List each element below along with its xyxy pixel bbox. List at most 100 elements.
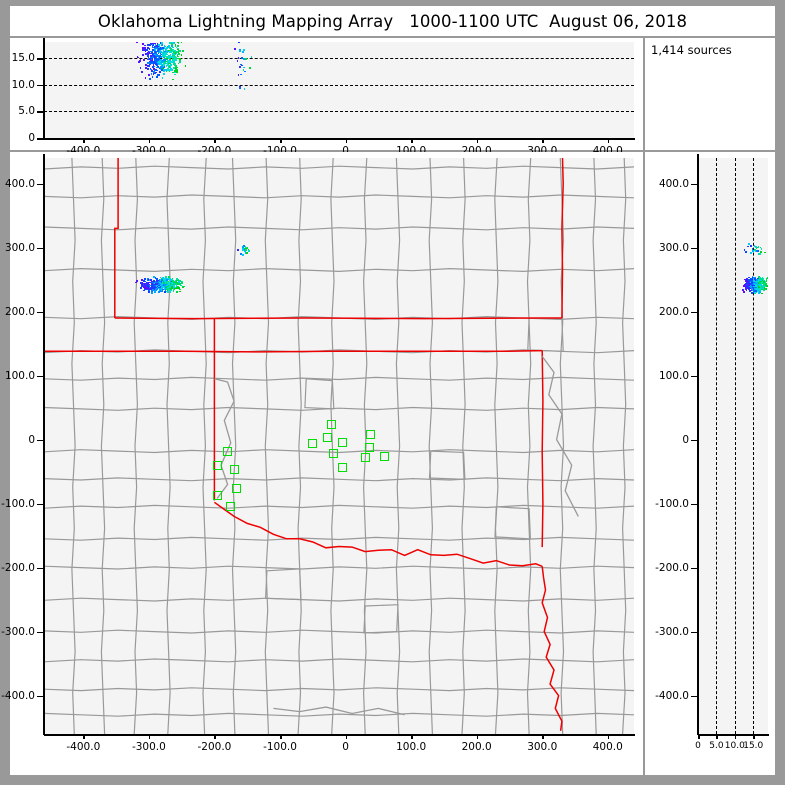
lightning-source-point: [161, 68, 164, 71]
y-axis-tick: [37, 439, 44, 442]
lightning-source-point: [153, 283, 156, 285]
lightning-source-point: [156, 286, 159, 289]
lightning-source-point: [173, 287, 176, 290]
lightning-source-point: [744, 283, 747, 286]
lightning-source-point: [759, 291, 761, 293]
lightning-source-point: [158, 61, 160, 63]
lightning-source-point: [179, 290, 181, 293]
y-axis-tick-label: -400.0: [1, 689, 35, 702]
lightning-source-point: [172, 58, 175, 61]
lightning-source-point: [140, 283, 143, 285]
lightning-source-point: [159, 56, 162, 58]
lightning-source-point: [244, 248, 246, 251]
lightning-source-point: [159, 68, 162, 71]
county-border-line: [330, 158, 335, 734]
lightning-source-point: [172, 280, 174, 282]
lightning-source-point: [153, 276, 155, 278]
lightning-source-point: [146, 65, 149, 67]
lightning-source-point: [149, 287, 152, 289]
lightning-source-point: [171, 45, 174, 48]
lightning-source-point: [760, 248, 763, 251]
lightning-source-point: [169, 291, 172, 293]
lightning-source-point: [179, 57, 181, 60]
lightning-source-point: [754, 286, 757, 289]
lightning-source-point: [173, 61, 175, 64]
lightning-source-point: [172, 58, 174, 61]
y-axis-tick: [37, 247, 44, 250]
lightning-source-point: [154, 277, 157, 280]
lightning-source-point: [156, 48, 159, 50]
lightning-source-point: [760, 285, 763, 288]
lma-station-marker: [337, 437, 347, 447]
y-axis-tick: [691, 247, 698, 250]
lightning-source-point: [757, 282, 760, 284]
lightning-source-point: [154, 50, 157, 53]
lightning-source-point: [175, 280, 178, 282]
lightning-source-point: [149, 284, 151, 287]
lightning-source-point: [243, 88, 246, 90]
lightning-source-point: [173, 50, 175, 53]
lightning-source-point: [146, 286, 149, 289]
lightning-source-point: [160, 66, 163, 69]
y-axis-tick: [691, 439, 698, 442]
lightning-source-point: [165, 276, 167, 278]
lightning-source-point: [242, 68, 245, 71]
lightning-source-point: [245, 249, 247, 252]
lightning-source-point: [240, 63, 242, 66]
x-axis-tick: [542, 734, 544, 739]
lightning-source-point: [148, 283, 150, 286]
lightning-source-point: [164, 277, 167, 280]
lightning-source-point: [144, 288, 146, 291]
lightning-source-point: [154, 71, 157, 74]
lightning-source-point: [166, 45, 169, 48]
x-axis-tick: [280, 138, 282, 143]
lightning-source-point: [236, 59, 239, 62]
county-border-line: [428, 158, 434, 734]
lightning-source-point: [151, 69, 154, 72]
lightning-source-point: [174, 70, 176, 73]
lightning-source-point: [167, 278, 170, 281]
lightning-source-point: [162, 279, 165, 282]
lightning-source-point: [168, 286, 171, 289]
lightning-source-point: [176, 50, 179, 53]
lightning-source-point: [168, 287, 170, 290]
county-border-line: [428, 450, 466, 480]
lightning-source-point: [763, 288, 766, 290]
county-state-boundaries-map: [44, 158, 634, 734]
lightning-source-point: [151, 286, 153, 288]
lightning-source-point: [152, 48, 154, 51]
lightning-source-point: [150, 55, 153, 58]
lightning-source-point: [141, 54, 144, 57]
lightning-source-point: [159, 283, 161, 286]
lightning-source-point: [156, 73, 159, 76]
lightning-source-point: [179, 61, 181, 63]
lightning-source-point: [161, 287, 164, 290]
county-border-line: [44, 629, 634, 634]
lightning-source-point: [171, 71, 174, 74]
lightning-source-point: [150, 280, 153, 282]
lma-station-marker: [212, 460, 222, 470]
y-axis-tick-label: 5.0: [18, 105, 35, 118]
lightning-source-point: [155, 57, 157, 60]
lightning-source-point: [761, 292, 764, 295]
lightning-source-point: [147, 51, 149, 54]
y-axis-tick: [691, 375, 698, 378]
lightning-source-point: [164, 62, 166, 65]
lightning-source-point: [153, 65, 156, 68]
lightning-source-point: [166, 278, 169, 281]
lightning-source-point: [169, 64, 172, 66]
lightning-source-point: [155, 45, 158, 48]
lightning-source-point: [178, 287, 180, 289]
y-axis-tick-label: -300.0: [655, 625, 689, 638]
county-border-line: [44, 449, 634, 454]
county-border-line: [297, 158, 302, 734]
y-axis-tick-label: -200.0: [655, 561, 689, 574]
lightning-source-point: [165, 65, 168, 67]
lightning-source-point: [145, 282, 147, 285]
lightning-source-point: [157, 56, 160, 59]
lightning-source-point: [154, 44, 157, 47]
lightning-source-point: [163, 52, 165, 55]
lightning-source-point: [241, 249, 244, 251]
lightning-source-point: [163, 68, 165, 71]
lightning-source-point: [171, 282, 174, 284]
